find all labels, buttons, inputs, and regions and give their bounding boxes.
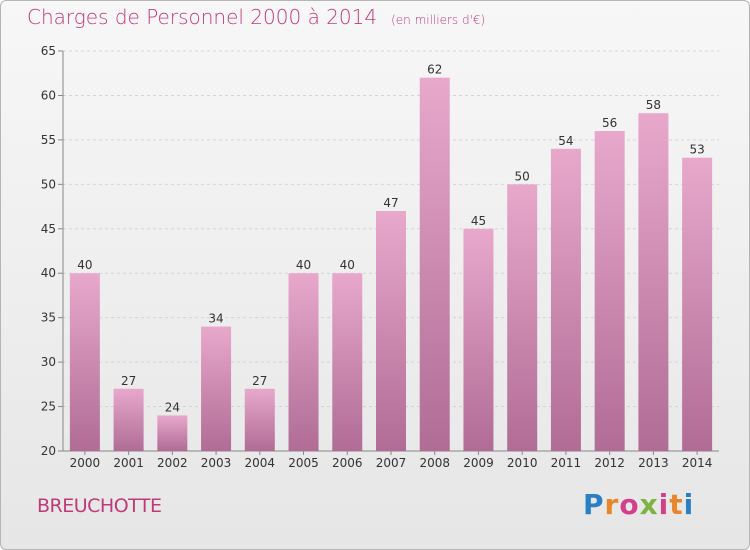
bar-value-label: 24 [165, 400, 180, 414]
x-tick-label: 2009 [463, 456, 494, 470]
x-tick-label: 2003 [201, 456, 232, 470]
bar-value-label: 27 [252, 374, 267, 388]
x-tick-label: 2010 [507, 456, 538, 470]
x-tick-label: 2001 [113, 456, 144, 470]
bar-value-label: 45 [471, 214, 486, 228]
bar-value-label: 62 [427, 63, 442, 77]
chart-title: Charges de Personnel 2000 à 2014 (en mill… [27, 5, 485, 29]
bar [463, 228, 494, 451]
bar [69, 273, 100, 451]
y-tick-label: 20 [41, 444, 56, 458]
x-tick-label: 2004 [245, 456, 276, 470]
y-tick-label: 55 [41, 133, 56, 147]
x-tick-label: 2008 [419, 456, 450, 470]
x-tick-label: 2006 [332, 456, 363, 470]
x-tick-label: 2011 [551, 456, 582, 470]
title-text: Charges de Personnel 2000 à 2014 [27, 5, 378, 29]
bar [376, 211, 406, 451]
bar-value-label: 50 [515, 169, 530, 183]
bar-value-label: 34 [208, 312, 223, 326]
bar [550, 148, 581, 451]
bar-value-label: 27 [121, 374, 136, 388]
y-tick-label: 35 [41, 311, 56, 325]
y-tick-label: 50 [41, 177, 56, 191]
proxiti-logo[interactable]: Proxiti [583, 488, 695, 521]
bar [244, 388, 275, 451]
bar-value-label: 47 [383, 196, 398, 210]
x-tick-label: 2002 [157, 456, 188, 470]
title-unit: (en milliers d'€) [391, 13, 486, 27]
x-tick-label: 2007 [376, 456, 407, 470]
bar [419, 77, 450, 452]
y-tick-label: 25 [41, 400, 56, 414]
bar-value-label: 40 [340, 258, 355, 272]
bar [288, 273, 319, 451]
bar-value-label: 53 [689, 143, 704, 157]
bar [682, 157, 713, 451]
y-tick-label: 30 [41, 355, 56, 369]
bar [332, 273, 363, 451]
bar [201, 326, 232, 451]
x-tick-label: 2014 [682, 456, 713, 470]
bar [157, 415, 188, 451]
bar [594, 131, 625, 451]
x-tick-label: 2005 [288, 456, 319, 470]
bar-value-label: 40 [296, 258, 311, 272]
y-tick-label: 40 [41, 266, 56, 280]
y-tick-label: 65 [41, 44, 56, 58]
bar-value-label: 58 [646, 98, 661, 112]
x-tick-label: 2012 [594, 456, 625, 470]
bar [113, 388, 144, 451]
bar-value-label: 40 [77, 258, 92, 272]
bar-value-label: 54 [558, 134, 573, 148]
x-tick-label: 2013 [638, 456, 669, 470]
bar [638, 113, 669, 451]
y-tick-label: 60 [41, 88, 56, 102]
commune-name: BREUCHOTTE [37, 495, 162, 517]
y-tick-label: 45 [41, 222, 56, 236]
bar-value-label: 56 [602, 116, 617, 130]
bar [507, 184, 538, 452]
x-tick-label: 2000 [70, 456, 101, 470]
